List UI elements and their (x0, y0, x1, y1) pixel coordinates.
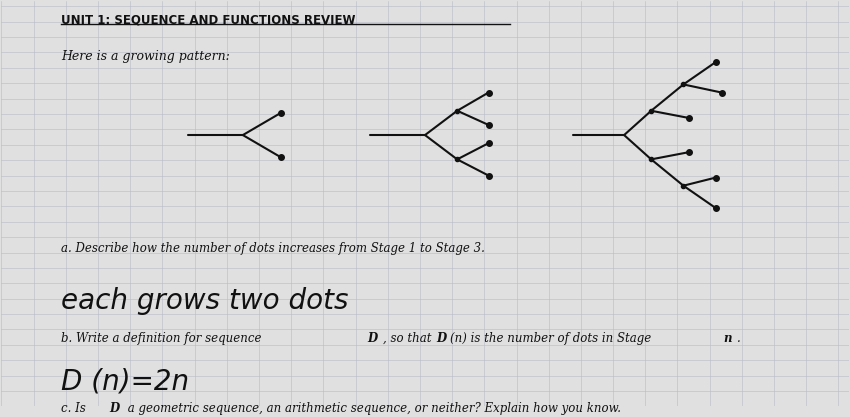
Text: b. Write a definition for sequence: b. Write a definition for sequence (60, 332, 265, 344)
Text: D (n)=2n: D (n)=2n (60, 368, 189, 396)
Text: .: . (737, 332, 740, 344)
Text: Here is a growing pattern:: Here is a growing pattern: (60, 50, 230, 63)
Text: a. Describe how the number of dots increases from Stage 1 to Stage 3.: a. Describe how the number of dots incre… (60, 242, 484, 255)
Text: , so that: , so that (382, 332, 435, 344)
Text: UNIT 1: SEQUENCE AND FUNCTIONS REVIEW: UNIT 1: SEQUENCE AND FUNCTIONS REVIEW (60, 13, 355, 27)
Text: n: n (723, 332, 732, 344)
Text: a geometric sequence, an arithmetic sequence, or neither? Explain how you know.: a geometric sequence, an arithmetic sequ… (124, 402, 621, 414)
Text: each grows two dots: each grows two dots (60, 287, 348, 315)
Text: c. Is: c. Is (60, 402, 89, 414)
Text: D: D (367, 332, 377, 344)
Text: (n) is the number of dots in Stage: (n) is the number of dots in Stage (450, 332, 655, 344)
Text: D: D (109, 402, 119, 414)
Text: D: D (436, 332, 446, 344)
